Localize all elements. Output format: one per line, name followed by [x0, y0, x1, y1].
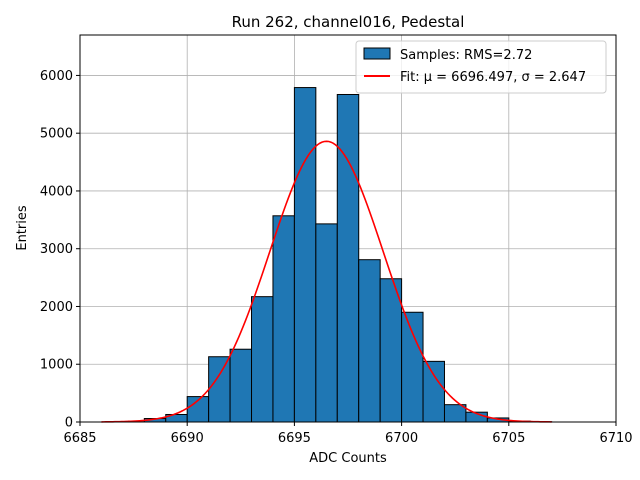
x-tick-label: 6700 [385, 431, 418, 446]
legend-samples-swatch [363, 47, 391, 60]
x-tick-label: 6710 [599, 431, 632, 446]
y-tick-label: 1000 [40, 358, 73, 373]
y-axis-ticks: 0 1000 2000 3000 4000 5000 6000 [40, 69, 80, 431]
y-axis-label: Entries [15, 205, 30, 251]
legend-samples-label: Samples: RMS=2.72 [400, 48, 532, 63]
histogram-bar [293, 87, 317, 423]
y-tick-label: 4000 [40, 184, 73, 199]
histogram-bar [272, 215, 295, 423]
x-tick-label: 6695 [278, 431, 311, 446]
histogram-bar [401, 311, 424, 423]
y-tick-label: 3000 [40, 242, 73, 257]
fit-curve-group [101, 140, 552, 423]
chart-title: Run 262, channel016, Pedestal [232, 13, 465, 31]
x-tick-label: 6705 [492, 431, 525, 446]
histogram-bar [379, 278, 403, 423]
legend-fit-label-text: Fit: μ = 6696.497, σ = 2.647 [400, 70, 586, 85]
histogram-bar [358, 259, 381, 423]
x-axis-ticks: 6685 6690 6695 6700 6705 6710 [63, 422, 633, 446]
legend-box [355, 40, 607, 94]
fit-curve [101, 140, 552, 423]
y-tick-label: 2000 [40, 300, 73, 315]
y-tick-label: 6000 [40, 69, 73, 84]
x-tick-label: 6690 [171, 431, 204, 446]
x-axis-label: ADC Counts [309, 451, 387, 466]
plot-frame [79, 34, 617, 423]
histogram-bar [315, 223, 338, 423]
histogram-bar [443, 404, 467, 423]
legend: Samples: RMS=2.72 Fit: μ = 6696.497, σ =… [355, 40, 607, 94]
y-tick-label: 5000 [40, 127, 73, 142]
x-tick-label: 6685 [63, 431, 96, 446]
histogram-bar [229, 348, 253, 423]
histogram-bar [251, 296, 274, 423]
histogram-bar [336, 93, 360, 423]
legend-fit-label: Fit: μ = 6696.497, σ = 2.647 [400, 70, 586, 85]
histogram-bar [422, 360, 445, 423]
y-tick-label: 0 [65, 416, 73, 431]
histogram-bar [208, 356, 231, 423]
